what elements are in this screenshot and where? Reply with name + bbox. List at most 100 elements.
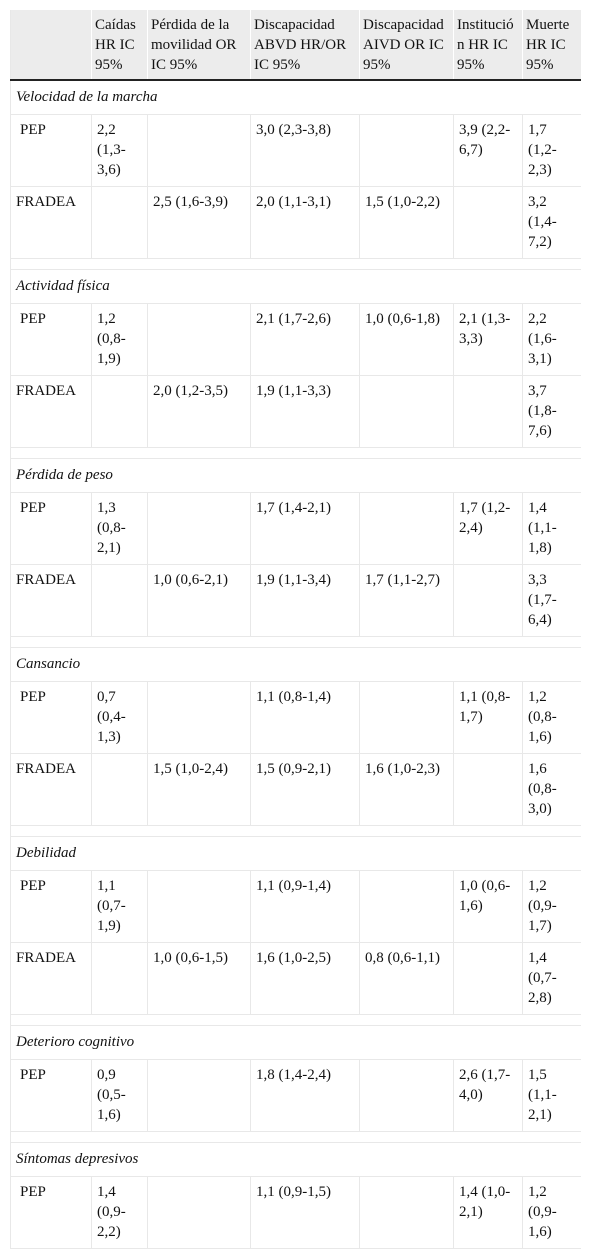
data-cell: 1,5 (1,0-2,4) — [147, 753, 251, 826]
data-cell — [147, 681, 251, 754]
data-cell: 1,9 (1,1-3,3) — [250, 375, 360, 448]
header-cell-disability-abvd: Discapacidad ABVD HR/OR IC 95% — [250, 10, 360, 81]
group-title: Pérdida de peso — [10, 458, 581, 493]
group-title: Velocidad de la marcha — [10, 80, 581, 115]
table-row: PEP 1,2 (0,8-1,9) 2,1 (1,7-2,6) 1,0 (0,6-1,… — [10, 303, 581, 376]
group-spacer — [10, 447, 581, 459]
table-row: PEP 1,4 (0,9-2,2) 1,1 (0,9-1,5) 1,4 (1,0-2,… — [10, 1176, 581, 1249]
group-spacer — [10, 1131, 581, 1143]
row-label: FRADEA — [10, 942, 92, 1015]
data-cell: 1,7 (1,2-2,4) — [453, 492, 523, 565]
data-cell: 1,5 (1,0-2,2) — [359, 186, 454, 259]
data-cell: 1,5 (1,1-2,1) — [522, 1059, 581, 1132]
table-body: Velocidad de la marcha PEP 2,2 (1,3-3,6) 3,… — [10, 80, 581, 1249]
data-cell: 2,0 (1,2-3,5) — [147, 375, 251, 448]
data-cell: 1,1 (0,9-1,4) — [250, 870, 360, 943]
data-cell: 3,7 (1,8-7,6) — [522, 375, 581, 448]
header-cell-death: Muerte HR IC 95% — [522, 10, 581, 81]
row-label: PEP — [10, 303, 92, 376]
row-label: PEP — [10, 681, 92, 754]
data-cell: 1,7 (1,4-2,1) — [250, 492, 360, 565]
data-cell: 1,1 (0,8-1,7) — [453, 681, 523, 754]
data-cell: 0,9 (0,5-1,6) — [91, 1059, 148, 1132]
row-label: PEP — [10, 492, 92, 565]
table-row: FRADEA 1,0 (0,6-2,1) 1,9 (1,1-3,4) 1,7 (1,1… — [10, 564, 581, 637]
group-title: Debilidad — [10, 836, 581, 871]
results-table: Caídas HR IC 95% Pérdida de la movilidad… — [10, 10, 581, 1249]
row-label: FRADEA — [10, 375, 92, 448]
data-cell: 1,4 (1,1-1,8) — [522, 492, 581, 565]
data-cell — [359, 492, 454, 565]
spacer-cell — [10, 447, 581, 459]
data-cell: 1,6 (1,0-2,5) — [250, 942, 360, 1015]
data-cell: 2,2 (1,3-3,6) — [91, 114, 148, 187]
table-row: PEP 2,2 (1,3-3,6) 3,0 (2,3-3,8) 3,9 (2,2-6,… — [10, 114, 581, 187]
row-label: FRADEA — [10, 753, 92, 826]
group-header-row: Síntomas depresivos — [10, 1142, 581, 1177]
data-cell: 1,8 (1,4-2,4) — [250, 1059, 360, 1132]
table-row: PEP 1,3 (0,8-2,1) 1,7 (1,4-2,1) 1,7 (1,2-2,… — [10, 492, 581, 565]
data-cell: 1,2 (0,8-1,6) — [522, 681, 581, 754]
data-cell — [453, 942, 523, 1015]
data-cell: 1,1 (0,7-1,9) — [91, 870, 148, 943]
spacer-cell — [10, 636, 581, 648]
data-cell: 2,1 (1,3-3,3) — [453, 303, 523, 376]
data-cell: 1,1 (0,9-1,5) — [250, 1176, 360, 1249]
data-cell: 1,7 (1,1-2,7) — [359, 564, 454, 637]
data-cell — [147, 1059, 251, 1132]
table-row: FRADEA 2,5 (1,6-3,9) 2,0 (1,1-3,1) 1,5 (1,0… — [10, 186, 581, 259]
table-row: FRADEA 1,0 (0,6-1,5) 1,6 (1,0-2,5) 0,8 (0,6… — [10, 942, 581, 1015]
data-cell: 2,0 (1,1-3,1) — [250, 186, 360, 259]
data-cell — [91, 942, 148, 1015]
group-spacer — [10, 1014, 581, 1026]
group-spacer — [10, 636, 581, 648]
data-cell — [453, 186, 523, 259]
data-cell — [91, 564, 148, 637]
spacer-cell — [10, 1131, 581, 1143]
row-label: PEP — [10, 114, 92, 187]
data-cell — [147, 870, 251, 943]
spacer-cell — [10, 1014, 581, 1026]
group-header-row: Cansancio — [10, 647, 581, 682]
data-cell — [359, 1176, 454, 1249]
data-cell: 3,0 (2,3-3,8) — [250, 114, 360, 187]
header-cell-disability-aivd: Discapacidad AIVD OR IC 95% — [359, 10, 454, 81]
table-row: PEP 0,7 (0,4-1,3) 1,1 (0,8-1,4) 1,1 (0,8-1,… — [10, 681, 581, 754]
group-spacer — [10, 825, 581, 837]
table-row: PEP 1,1 (0,7-1,9) 1,1 (0,9-1,4) 1,0 (0,6-1,… — [10, 870, 581, 943]
data-cell — [359, 114, 454, 187]
data-cell — [453, 753, 523, 826]
data-cell: 3,9 (2,2-6,7) — [453, 114, 523, 187]
data-cell — [147, 492, 251, 565]
header-cell-mobility-loss: Pérdida de la movilidad OR IC 95% — [147, 10, 251, 81]
data-cell — [359, 1059, 454, 1132]
group-header-row: Velocidad de la marcha — [10, 80, 581, 115]
data-cell — [91, 186, 148, 259]
group-spacer — [10, 258, 581, 270]
group-header-row: Debilidad — [10, 836, 581, 871]
data-cell: 1,0 (0,6-1,6) — [453, 870, 523, 943]
group-title: Cansancio — [10, 647, 581, 682]
data-cell: 2,6 (1,7-4,0) — [453, 1059, 523, 1132]
group-header-row: Deterioro cognitivo — [10, 1025, 581, 1060]
data-cell: 1,6 (0,8-3,0) — [522, 753, 581, 826]
data-cell: 3,3 (1,7-6,4) — [522, 564, 581, 637]
data-cell: 1,7 (1,2-2,3) — [522, 114, 581, 187]
data-cell: 1,2 (0,9-1,7) — [522, 870, 581, 943]
group-header-row: Actividad física — [10, 269, 581, 304]
group-title: Actividad física — [10, 269, 581, 304]
group-title: Síntomas depresivos — [10, 1142, 581, 1177]
row-label: PEP — [10, 870, 92, 943]
data-cell: 1,0 (0,6-1,5) — [147, 942, 251, 1015]
table-row: FRADEA 2,0 (1,2-3,5) 1,9 (1,1-3,3) 3,7 (1,8… — [10, 375, 581, 448]
header-cell-falls: Caídas HR IC 95% — [91, 10, 148, 81]
data-cell: 1,6 (1,0-2,3) — [359, 753, 454, 826]
data-cell: 1,3 (0,8-2,1) — [91, 492, 148, 565]
data-cell — [147, 1176, 251, 1249]
data-cell: 0,8 (0,6-1,1) — [359, 942, 454, 1015]
data-cell — [147, 114, 251, 187]
data-cell: 1,0 (0,6-2,1) — [147, 564, 251, 637]
data-cell — [91, 375, 148, 448]
data-cell: 2,5 (1,6-3,9) — [147, 186, 251, 259]
data-cell: 2,2 (1,6-3,1) — [522, 303, 581, 376]
